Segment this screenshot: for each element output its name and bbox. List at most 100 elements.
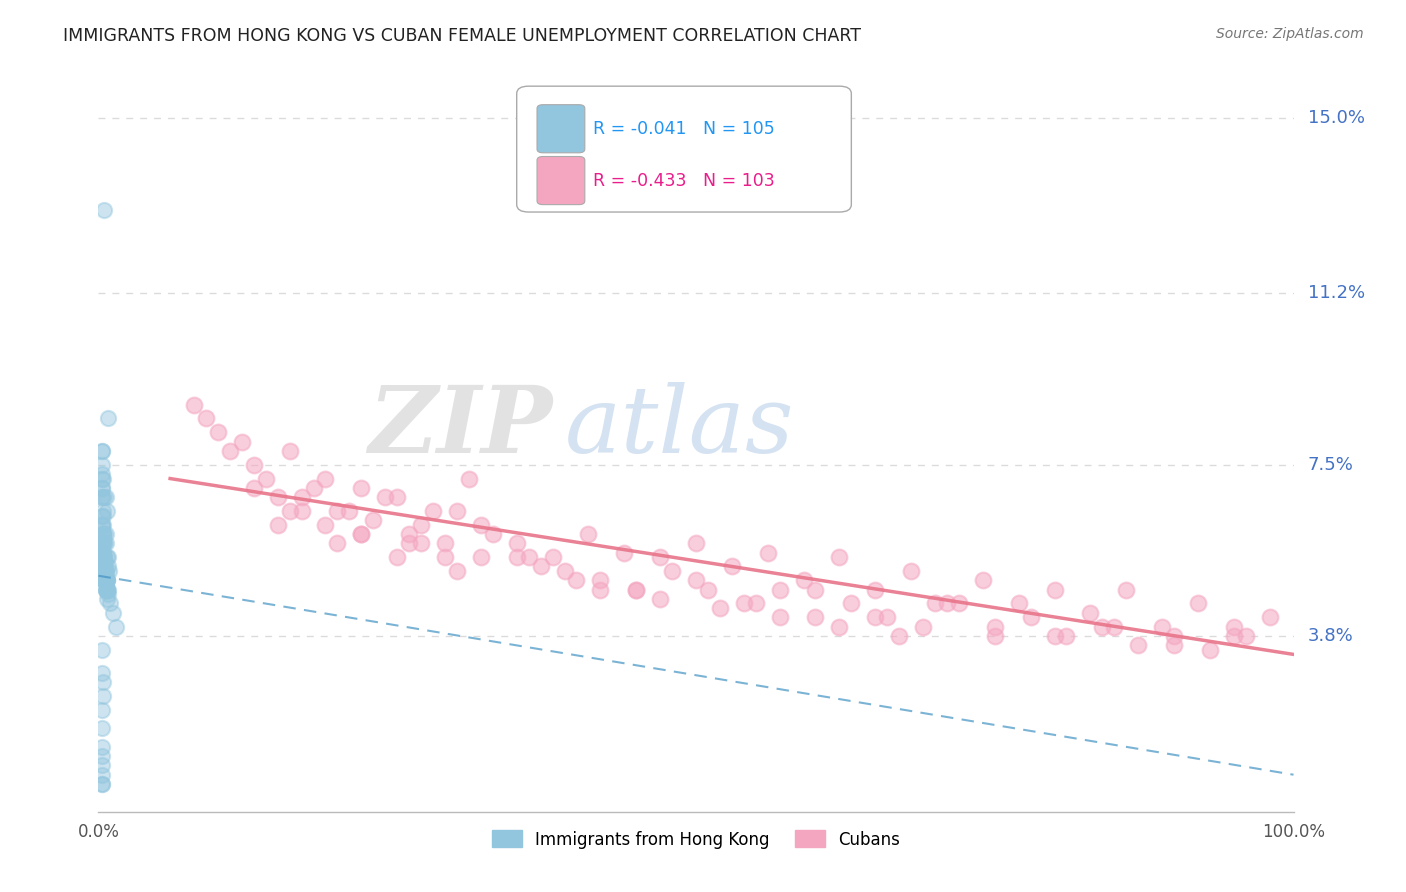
Point: [91, 545, 114, 560]
FancyBboxPatch shape: [537, 104, 585, 153]
Point: [94, 536, 117, 550]
Legend: Immigrants from Hong Kong, Cubans: Immigrants from Hong Kong, Cubans: [485, 823, 907, 855]
Point: [91, 517, 114, 532]
Point: [93, 574, 115, 588]
Point: [93, 574, 115, 588]
Point: [326, 536, 349, 550]
Point: [972, 574, 994, 588]
Point: [91, 481, 114, 495]
Point: [350, 481, 373, 495]
Point: [243, 481, 266, 495]
Point: [1223, 629, 1246, 643]
Point: [91, 545, 114, 560]
Point: [93, 527, 115, 541]
Text: IMMIGRANTS FROM HONG KONG VS CUBAN FEMALE UNEMPLOYMENT CORRELATION CHART: IMMIGRANTS FROM HONG KONG VS CUBAN FEMAL…: [63, 27, 862, 45]
Point: [93, 564, 115, 578]
Point: [91, 467, 114, 481]
Point: [94, 582, 117, 597]
Point: [93, 559, 115, 574]
Point: [96, 582, 118, 597]
Text: 3.8%: 3.8%: [1308, 627, 1354, 645]
Point: [984, 629, 1007, 643]
Point: [94, 574, 117, 588]
Point: [804, 610, 827, 624]
Point: [828, 550, 851, 565]
Point: [804, 582, 827, 597]
Point: [1115, 582, 1137, 597]
Point: [446, 504, 468, 518]
Point: [94, 490, 117, 504]
Point: [697, 582, 720, 597]
Point: [101, 606, 124, 620]
Point: [828, 619, 851, 633]
Point: [434, 550, 457, 565]
Point: [97, 582, 120, 597]
Point: [93, 555, 115, 569]
Point: [411, 517, 433, 532]
Point: [411, 536, 433, 550]
Point: [422, 504, 444, 518]
Point: [91, 689, 114, 703]
Point: [626, 582, 648, 597]
Point: [91, 527, 114, 541]
Point: [96, 574, 118, 588]
Point: [91, 559, 114, 574]
Point: [91, 517, 114, 532]
Point: [1223, 619, 1246, 633]
Point: [97, 411, 120, 425]
Point: [97, 550, 120, 565]
Point: [93, 574, 115, 588]
Point: [96, 582, 118, 597]
Point: [93, 559, 115, 574]
Point: [1080, 606, 1102, 620]
Point: [385, 490, 409, 504]
Point: [91, 504, 114, 518]
Point: [96, 574, 118, 588]
Point: [94, 582, 117, 597]
Point: [363, 513, 385, 527]
Point: [93, 550, 115, 565]
Point: [291, 504, 314, 518]
Point: [98, 597, 122, 611]
Point: [91, 767, 114, 781]
Point: [91, 490, 114, 504]
Point: [91, 536, 114, 550]
Point: [1128, 638, 1150, 652]
Point: [578, 527, 600, 541]
Point: [1163, 629, 1185, 643]
Point: [685, 536, 707, 550]
Point: [924, 597, 946, 611]
Point: [93, 203, 115, 218]
Point: [530, 559, 553, 574]
Point: [94, 574, 117, 588]
Point: [267, 517, 290, 532]
Point: [458, 472, 481, 486]
Point: [94, 564, 117, 578]
Point: [91, 490, 114, 504]
Point: [91, 559, 114, 574]
Text: ZIP: ZIP: [368, 382, 553, 472]
Point: [93, 536, 115, 550]
Point: [91, 458, 114, 472]
Point: [91, 555, 114, 569]
Point: [315, 517, 337, 532]
Point: [385, 550, 409, 565]
Point: [91, 517, 114, 532]
Point: [841, 597, 863, 611]
Point: [94, 564, 117, 578]
Point: [589, 574, 612, 588]
Point: [1187, 597, 1209, 611]
Point: [756, 545, 779, 560]
Point: [470, 550, 492, 565]
Text: Source: ZipAtlas.com: Source: ZipAtlas.com: [1216, 27, 1364, 41]
Point: [889, 629, 911, 643]
Point: [97, 587, 120, 601]
Point: [96, 550, 118, 565]
Point: [91, 527, 114, 541]
Text: R = -0.433   N = 103: R = -0.433 N = 103: [593, 172, 775, 190]
Point: [254, 472, 277, 486]
Point: [948, 597, 970, 611]
Point: [105, 619, 128, 633]
Point: [350, 527, 373, 541]
Point: [326, 504, 349, 518]
